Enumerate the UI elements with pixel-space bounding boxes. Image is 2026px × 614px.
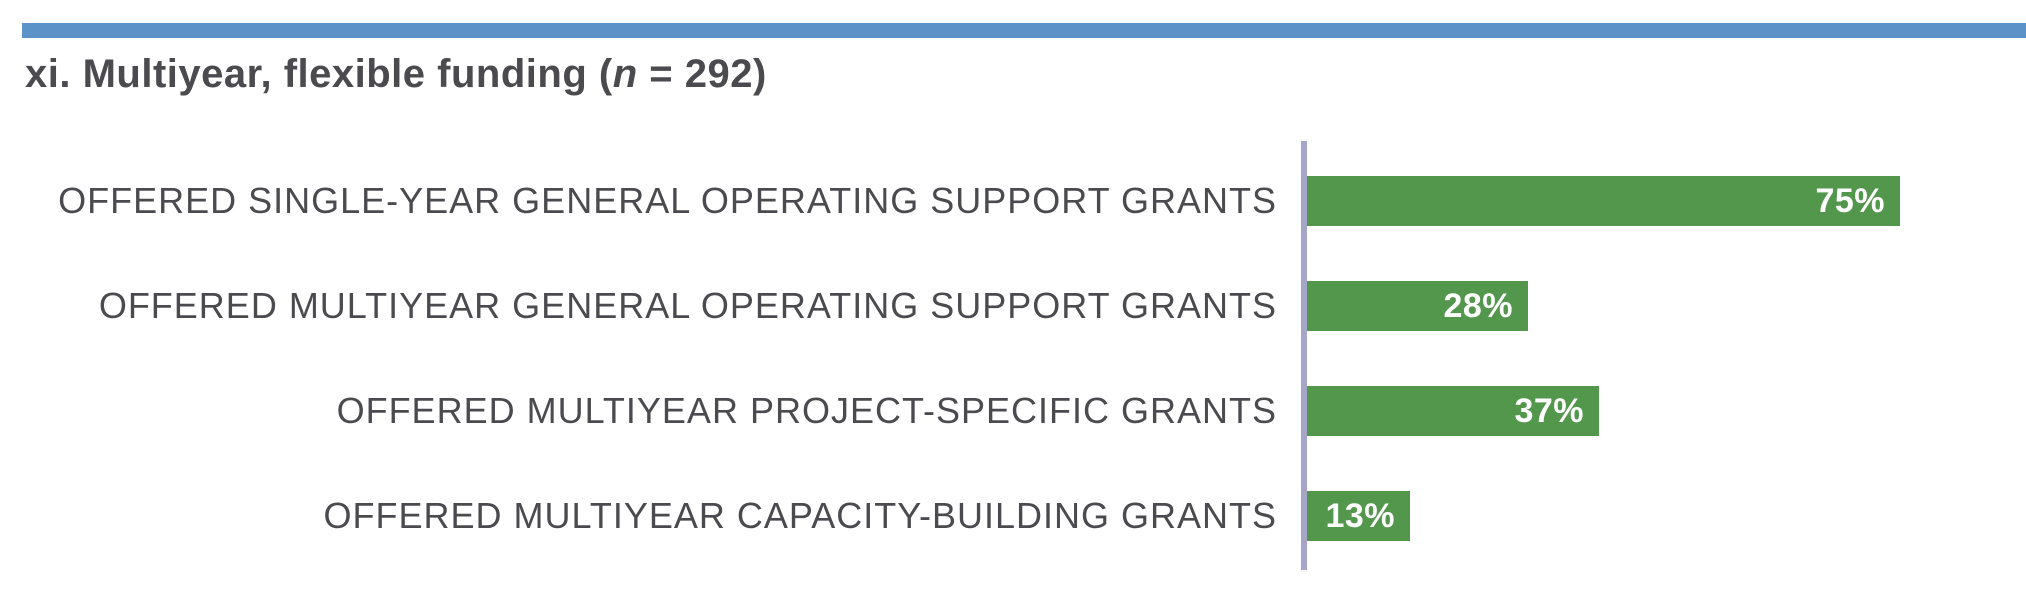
bar: 37%: [1307, 386, 1599, 436]
bar: 28%: [1307, 281, 1528, 331]
chart-title-text: xi. Multiyear, flexible funding (: [25, 52, 613, 96]
chart-row: OFFERED MULTIYEAR GENERAL OPERATING SUPP…: [0, 281, 2026, 331]
category-label: OFFERED MULTIYEAR PROJECT-SPECIFIC GRANT…: [336, 390, 1277, 431]
bar-track: 28%: [1307, 281, 2026, 331]
y-axis-line: [1301, 141, 1307, 570]
category-label: OFFERED MULTIYEAR CAPACITY-BUILDING GRAN…: [323, 495, 1277, 536]
value-label: 28%: [1443, 286, 1513, 325]
top-accent-rule: [22, 23, 2026, 38]
category-label: OFFERED MULTIYEAR GENERAL OPERATING SUPP…: [98, 285, 1277, 326]
chart-row: OFFERED MULTIYEAR CAPACITY-BUILDING GRAN…: [0, 491, 2026, 541]
bar-track: 13%: [1307, 491, 2026, 541]
bar-track: 37%: [1307, 386, 2026, 436]
value-label: 75%: [1815, 181, 1885, 220]
chart-title-suffix: = 292): [637, 52, 767, 96]
bar-rows-container: OFFERED SINGLE-YEAR GENERAL OPERATING SU…: [0, 176, 2026, 596]
value-label: 13%: [1325, 496, 1395, 535]
bar: 75%: [1307, 176, 1900, 226]
chart-row: OFFERED SINGLE-YEAR GENERAL OPERATING SU…: [0, 176, 2026, 226]
chart-row: OFFERED MULTIYEAR PROJECT-SPECIFIC GRANT…: [0, 386, 2026, 436]
category-label: OFFERED SINGLE-YEAR GENERAL OPERATING SU…: [58, 180, 1277, 221]
bar-track: 75%: [1307, 176, 2026, 226]
chart-title: xi. Multiyear, flexible funding (n = 292…: [25, 52, 767, 97]
value-label: 37%: [1514, 391, 1584, 430]
chart-title-n-symbol: n: [612, 52, 638, 96]
bar: 13%: [1307, 491, 1410, 541]
